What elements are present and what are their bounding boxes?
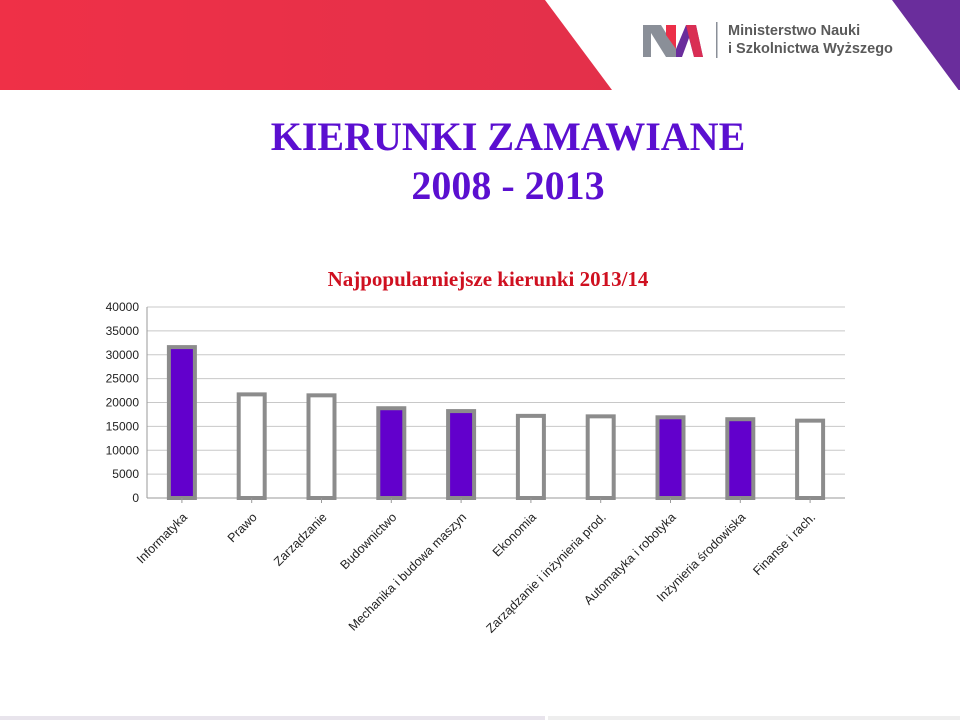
x-tick-label: Zarządzanie i inżynieria prod. [483,510,608,635]
y-tick-label: 30000 [106,348,140,362]
ministry-logo-text: Ministerstwo Nauki i Szkolnictwa Wyższeg… [728,22,893,58]
x-tick-label: Zarządzanie [271,510,330,569]
slide-title: KIERUNKI ZAMAWIANE 2008 - 2013 [0,112,960,210]
y-tick-label: 20000 [106,396,140,410]
bar [725,417,756,500]
bar [585,414,616,500]
bar [515,413,546,500]
logo-divider [716,22,718,58]
y-tick-label: 40000 [106,300,140,314]
x-tick-label: Finanse i rach. [750,510,818,578]
x-tick-label: Ekonomia [490,510,539,559]
y-tick-label: 5000 [112,467,139,481]
bottom-rule-left [0,716,545,720]
x-tick-label: Mechanika i budowa maszyn [346,510,469,633]
bar [236,392,267,501]
y-tick-label: 25000 [106,372,140,386]
bar [306,393,337,500]
x-tick-label: Budownictwo [337,510,399,572]
y-tick-label: 15000 [106,419,140,433]
bar [795,418,826,500]
bar [376,406,407,501]
x-tick-label: Prawo [225,510,260,545]
bottom-rule-right [548,716,960,720]
banner-red-shape [0,0,612,90]
bar [446,409,477,500]
ministry-name-line1: Ministerstwo Nauki [728,23,861,39]
banner-purple-shape [892,0,960,90]
ministry-logo-icon [643,25,703,57]
header-banner [0,0,960,90]
x-tick-label: Informatyka [134,510,190,566]
y-tick-label: 10000 [106,443,140,457]
bar [166,345,197,500]
y-tick-label: 0 [132,491,139,505]
slide-title-line1: KIERUNKI ZAMAWIANE [270,114,746,159]
chart-title: Najpopularniejsze kierunki 2013/14 [327,267,649,291]
ministry-name-line2: i Szkolnictwa Wyższego [728,41,893,57]
y-tick-label: 35000 [106,324,140,338]
bar [655,415,686,500]
slide-title-line2: 2008 - 2013 [411,163,605,208]
